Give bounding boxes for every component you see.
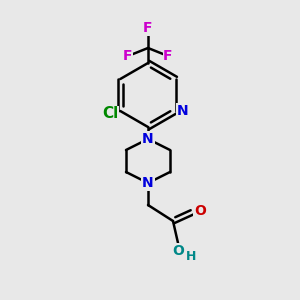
Text: O: O bbox=[194, 204, 206, 218]
Text: N: N bbox=[177, 104, 188, 118]
Text: Cl: Cl bbox=[102, 106, 119, 122]
Text: H: H bbox=[186, 250, 196, 263]
Text: F: F bbox=[123, 49, 133, 63]
Text: N: N bbox=[142, 132, 154, 146]
Text: F: F bbox=[163, 49, 173, 63]
Text: F: F bbox=[143, 21, 153, 35]
Text: N: N bbox=[142, 176, 154, 190]
Text: O: O bbox=[172, 244, 184, 258]
